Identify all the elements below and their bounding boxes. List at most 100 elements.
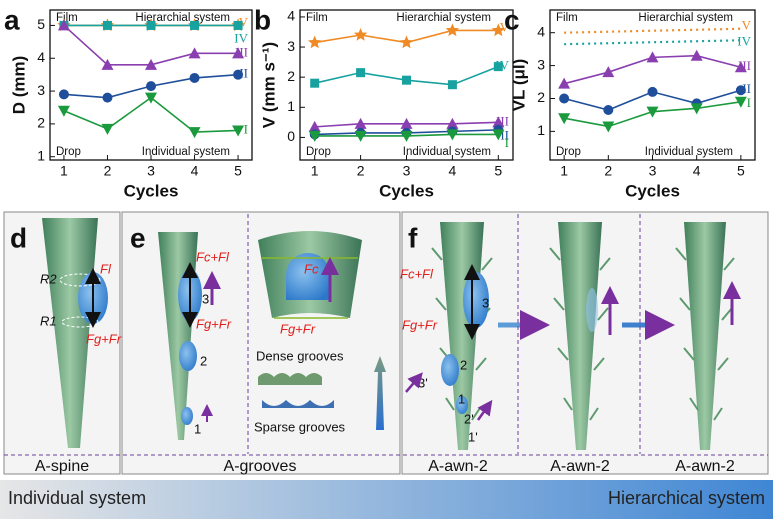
marker (445, 23, 460, 37)
panel-e: e Fc+Fl Fg+Fr 3 2 1 Fc Fg+Fr Dense groov… (121, 211, 401, 475)
awn (558, 222, 602, 450)
marker (146, 81, 156, 92)
marker (735, 85, 746, 96)
groove-label: Sparse grooves (254, 419, 346, 434)
y-tick-label: 3 (37, 82, 45, 98)
droplet (456, 396, 468, 414)
marker (400, 130, 413, 142)
groove-profile (258, 373, 322, 385)
x-tick-label: 4 (191, 163, 199, 179)
corner-label: Film (556, 12, 578, 24)
corner-label: Film (306, 12, 328, 24)
y-tick-label: 3 (537, 56, 545, 72)
spine (42, 218, 98, 448)
marker (353, 28, 368, 41)
panel-letter: f (408, 222, 418, 253)
corner-label: Hierarchial system (135, 12, 230, 24)
y-tick-label: 4 (287, 8, 295, 24)
panel-letter: a (4, 4, 20, 35)
drop-index: 1 (458, 391, 465, 406)
move-arrow (405, 372, 423, 393)
plot-frame (549, 9, 756, 161)
x-axis-label: Cycles (379, 181, 434, 200)
chart: 0 1 2 3 4 1 2 3 4 5 Cycles V (mm s⁻¹) b Film Hierarchi… (254, 4, 514, 200)
droplet (286, 253, 330, 300)
drop-index: 2 (200, 353, 207, 368)
marker (308, 130, 321, 142)
marker (646, 51, 659, 63)
marker (102, 20, 112, 30)
panel-letter: d (10, 222, 27, 253)
marker (399, 35, 414, 49)
marker (356, 68, 366, 78)
groove-profile (262, 400, 334, 408)
panel-f: f Fc+Fl Fg+Fr 3 2 1 3' 2' 1' A-awn-2 A-a… (400, 211, 769, 475)
series-label: V (239, 14, 249, 29)
marker (57, 19, 70, 31)
y-tick-label: 1 (37, 147, 45, 163)
drop-index: 3 (482, 295, 489, 310)
series-line (564, 39, 741, 46)
marker (400, 117, 413, 129)
marker (57, 105, 70, 117)
marker (188, 47, 201, 59)
y-tick-label: 1 (537, 122, 545, 138)
marker (308, 35, 322, 49)
corner-label: Drop (306, 146, 331, 158)
force-label: Fg+Fr (86, 331, 122, 346)
force-label: Fc+Fl (196, 249, 230, 264)
x-tick-label: 3 (403, 163, 411, 179)
x-tick-label: 2 (604, 163, 612, 179)
marker (558, 113, 571, 125)
x-tick-label: 5 (737, 163, 745, 179)
marker (233, 20, 243, 30)
x-tick-label: 1 (60, 163, 68, 179)
drop-index: 1' (468, 429, 478, 444)
marker (492, 116, 505, 128)
marker (647, 86, 658, 97)
x-tick-label: 2 (104, 163, 112, 179)
groove-label: Dense grooves (256, 348, 344, 363)
drop-index: 1 (194, 421, 201, 436)
x-tick-label: 1 (311, 163, 319, 179)
force-label: Fc+Fl (400, 266, 434, 281)
marker (145, 58, 157, 70)
banner-label: Individual system (8, 488, 146, 508)
x-axis-label: Cycles (124, 181, 179, 200)
gradient-arrow (374, 356, 386, 430)
corner-label: Individual system (142, 146, 230, 158)
marker (446, 129, 459, 141)
series-label: I (505, 135, 509, 150)
x-tick-label: 1 (560, 163, 568, 179)
series-label: V (742, 18, 752, 33)
droplet (586, 288, 598, 332)
y-tick-label: 4 (537, 23, 545, 39)
series-label: III (496, 113, 509, 128)
move-arrow (476, 399, 493, 421)
drop-index: 2 (460, 357, 467, 372)
droplet (181, 407, 193, 425)
series-label: III (738, 58, 751, 73)
marker (308, 120, 321, 132)
y-axis-label: VL (μl) (509, 59, 528, 112)
series-label: IV (495, 58, 509, 73)
series-label: II (500, 127, 509, 142)
marker (602, 66, 615, 78)
marker (232, 47, 245, 59)
marker (102, 92, 113, 103)
marker (602, 121, 615, 133)
force-label: Fg+Fr (196, 316, 232, 331)
marker (493, 62, 503, 72)
marker (690, 103, 703, 115)
y-tick-label: 2 (537, 89, 545, 105)
y-tick-label: 1 (287, 98, 295, 114)
panel-letter: b (254, 4, 271, 35)
x-tick-label: 5 (494, 163, 502, 179)
marker (188, 127, 201, 139)
corner-label: Hierarchial system (638, 12, 733, 24)
series-label: V (500, 19, 510, 34)
panel-d: d Fl R2 R1 Fg+Fr A-spine (3, 211, 122, 475)
y-tick-label: 2 (287, 68, 295, 84)
x-tick-label: 3 (649, 163, 657, 179)
